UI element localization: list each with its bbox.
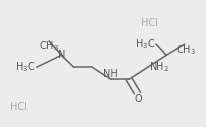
- Text: CH$_3$: CH$_3$: [175, 43, 195, 57]
- Text: H$_3$C: H$_3$C: [15, 60, 35, 74]
- Text: HCl: HCl: [10, 102, 27, 112]
- Text: O: O: [134, 94, 142, 104]
- Text: CH$_3$: CH$_3$: [39, 40, 59, 53]
- Text: HCl: HCl: [140, 18, 157, 28]
- Text: N: N: [57, 50, 65, 60]
- Text: H$_3$C: H$_3$C: [134, 37, 154, 51]
- Text: NH$_2$: NH$_2$: [148, 60, 168, 74]
- Text: NH: NH: [103, 69, 117, 79]
